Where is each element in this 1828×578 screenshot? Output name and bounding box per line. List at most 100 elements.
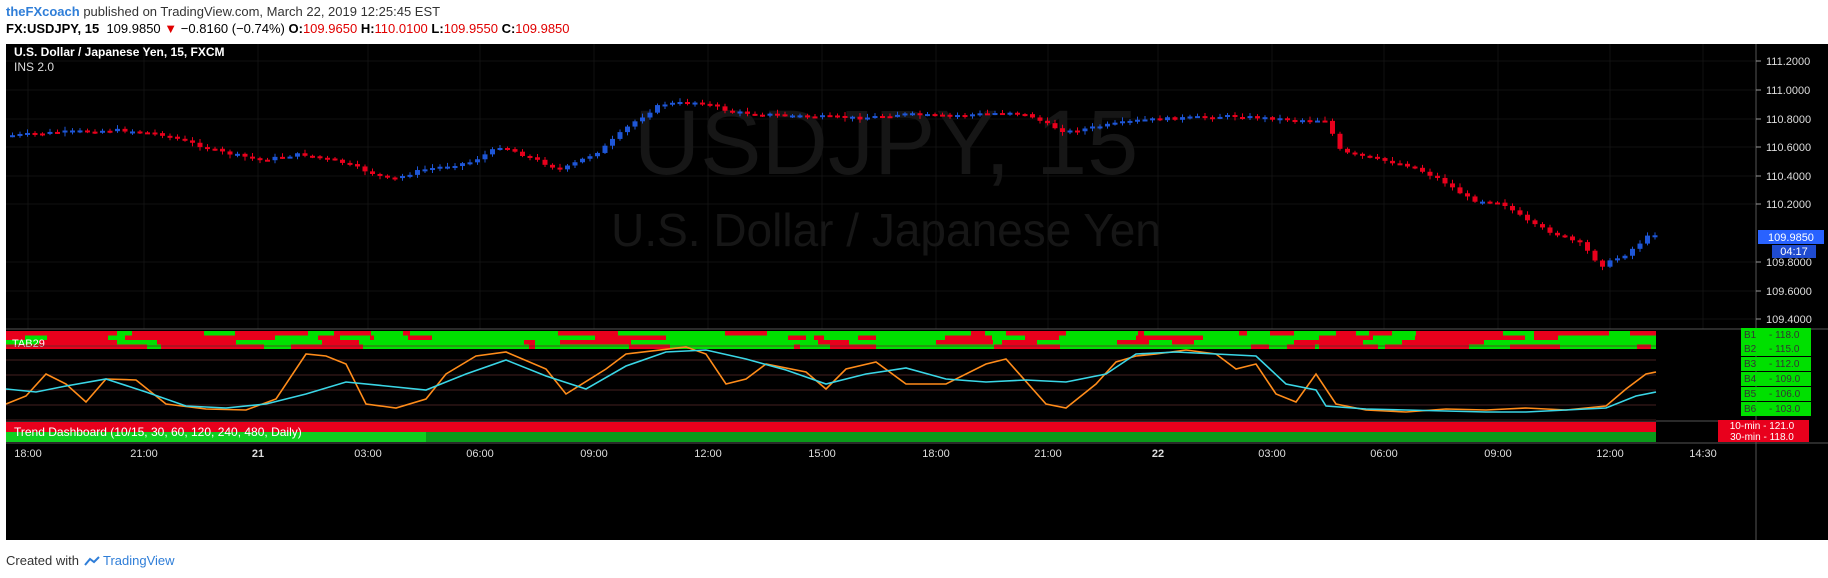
chart-grid — [6, 44, 1756, 329]
heatmap-cell — [103, 344, 136, 349]
heatmap-cell — [157, 340, 198, 345]
heatmap-cell — [1251, 344, 1269, 349]
heatmap-cell — [1315, 344, 1319, 349]
heatmap-cell — [1599, 344, 1605, 349]
heatmap-cell — [788, 335, 793, 340]
heatmap-cell — [438, 335, 448, 340]
heatmap-cell — [535, 340, 560, 345]
heatmap-cell — [751, 335, 788, 340]
candle-body — [1240, 117, 1245, 120]
heatmap-cell — [141, 331, 170, 336]
candle-body — [1165, 117, 1170, 121]
candle-body — [1000, 113, 1005, 116]
heatmap-cell — [6, 344, 36, 349]
heatmap-cell — [613, 331, 618, 336]
heatmap-cell — [1549, 340, 1584, 345]
tradingview-link[interactable]: TradingView — [83, 553, 175, 568]
candle-body — [55, 131, 60, 134]
time-tick-label: 06:00 — [1370, 448, 1398, 460]
heatmap-cell — [1236, 340, 1259, 345]
candle-body — [145, 132, 150, 135]
candle-body — [422, 169, 428, 172]
candle-body — [527, 155, 533, 158]
price-axis[interactable]: 111.2000 111.0000 110.8000 110.6000 110.4000… — [1756, 56, 1812, 326]
candle-body — [235, 153, 240, 156]
footer: Created with TradingView — [6, 553, 175, 568]
heatmap-cell — [334, 331, 371, 336]
candle-body — [182, 138, 188, 141]
candle-body — [1330, 120, 1335, 134]
time-axis[interactable]: 18:00 21:00 21 03:00 06:00 09:00 12:00 15:00 18:… — [14, 448, 1717, 460]
heatmap-cell — [992, 335, 1025, 340]
heatmap-cell — [1028, 344, 1060, 349]
candle-body — [302, 153, 308, 156]
heatmap-cell — [814, 331, 829, 336]
candle-body — [40, 133, 45, 136]
heatmap-cell — [660, 331, 668, 336]
candle-body — [1300, 120, 1305, 123]
chart-background — [6, 44, 1828, 540]
heatmap-cell — [1648, 340, 1656, 345]
author-link[interactable]: theFXcoach — [6, 4, 80, 19]
heatmap-cell — [262, 335, 275, 340]
candle-body — [1037, 117, 1043, 121]
candle-body — [1247, 116, 1253, 119]
heatmap-cell — [985, 335, 992, 340]
heatmap-cell — [629, 344, 670, 349]
candle-body — [175, 136, 180, 139]
heatmap-cell — [1560, 344, 1599, 349]
symbol-label[interactable]: FX:USDJPY, 15 — [6, 21, 100, 36]
chart-area[interactable]: USDJPY, 15 U.S. Dollar / Japanese Yen U.… — [6, 44, 1828, 540]
heatmap-cell — [1209, 335, 1219, 340]
heatmap-cell — [1171, 344, 1185, 349]
heatmap-cell — [275, 335, 318, 340]
candle-body — [85, 130, 90, 133]
time-tick-label: 03:00 — [1258, 448, 1286, 460]
close-label: C: — [501, 21, 516, 36]
heatmap-cell — [1597, 335, 1626, 340]
candle-body — [1172, 117, 1178, 120]
heatmap-cell — [1138, 331, 1144, 336]
low-value: 109.9550 — [443, 21, 498, 36]
heatmap-cell — [1029, 331, 1043, 336]
time-tick-label: 03:00 — [354, 448, 382, 460]
heatmap-cell — [1222, 344, 1251, 349]
time-tick-label: 21:00 — [1034, 448, 1062, 460]
candle-body — [587, 156, 593, 159]
heatmap-cell — [1227, 335, 1263, 340]
heatmap-cell — [1484, 340, 1517, 345]
heatmap-cell — [332, 340, 359, 345]
heatmap-cell — [1651, 344, 1656, 349]
candle-body — [1457, 187, 1463, 194]
level-name: B5 — [1744, 389, 1757, 400]
heatmap-cell — [461, 344, 489, 349]
candle-body — [910, 113, 915, 116]
candle-body — [1322, 120, 1328, 123]
heatmap-cell — [863, 331, 876, 336]
candle-body — [1397, 163, 1403, 166]
candle-body — [332, 158, 338, 161]
candle-body — [370, 171, 375, 174]
level-value: - 115.0 — [1769, 344, 1800, 355]
heatmap-cell — [117, 331, 132, 336]
heatmap-cell — [1093, 344, 1110, 349]
study-label[interactable]: INS 2.0 — [14, 60, 54, 74]
change-value: −0.8160 (−0.74%) — [180, 21, 285, 36]
heatmap-cell — [603, 344, 609, 349]
candle-body — [715, 104, 720, 107]
heatmap-cell — [1259, 340, 1294, 345]
heatmap-cell — [871, 340, 878, 345]
candle-body — [925, 114, 930, 117]
candle-body — [520, 151, 525, 156]
close-value: 109.9850 — [515, 21, 570, 36]
candle-body — [512, 149, 518, 152]
candle-body — [1015, 112, 1020, 115]
candle-body — [602, 145, 608, 153]
heatmap-cell — [774, 331, 789, 336]
candle-body — [1585, 242, 1590, 251]
heatmap-cell — [497, 344, 529, 349]
candle-body — [1405, 163, 1410, 167]
candle-body — [70, 130, 75, 133]
ohlc-bar: FX:USDJPY, 15 109.9850 ▼ −0.8160 (−0.74%… — [6, 21, 570, 36]
heatmap-cell — [1363, 340, 1402, 345]
